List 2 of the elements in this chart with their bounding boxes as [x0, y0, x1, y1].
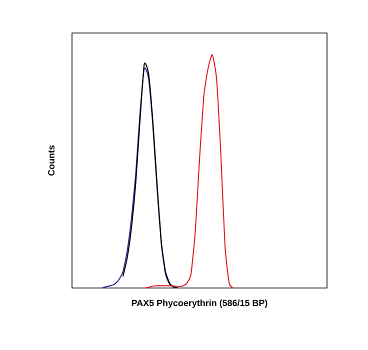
x-axis-title: PAX5 Phycoerythrin (586/15 BP) [132, 300, 268, 308]
y-axis-title: Counts [48, 145, 54, 176]
